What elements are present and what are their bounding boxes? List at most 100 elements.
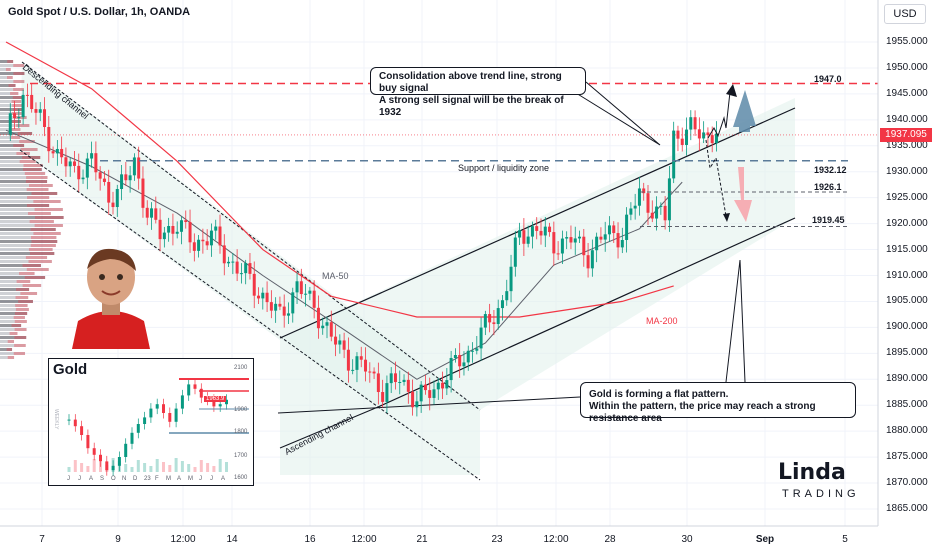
volume-profile-bar (0, 224, 63, 227)
volume-profile-bar (0, 272, 35, 275)
volume-profile-sell (14, 312, 28, 315)
volume-profile-sell (17, 132, 33, 135)
candle-body (518, 230, 522, 238)
volume-profile-sell (7, 356, 15, 359)
candle-body (68, 161, 72, 167)
candle-body (184, 220, 188, 223)
volume-profile-sell (14, 336, 27, 339)
current-price-badge: 1937.095 (880, 128, 932, 142)
volume-profile-sell (27, 212, 51, 215)
inset-candle-body (130, 432, 134, 444)
inset-candle-body (111, 465, 115, 471)
chart-title: Gold Spot / U.S. Dollar, 1h, OANDA (8, 6, 191, 18)
candle-body (432, 389, 436, 398)
inset-candle-body (162, 404, 165, 413)
candle-body (548, 226, 552, 233)
level-label-1932: 1932.12 (814, 165, 847, 175)
time-tick-label: 12:00 (351, 534, 377, 545)
volume-profile-bar (0, 152, 30, 155)
candle-body (586, 255, 590, 269)
candle-body (167, 226, 171, 233)
price-tick-label: 1905.000 (886, 295, 928, 307)
candle-body (419, 384, 423, 402)
time-tick-label: 23 (491, 534, 503, 545)
candle-body (342, 340, 346, 350)
candle-body (368, 371, 372, 373)
volume-profile-bar (0, 164, 43, 167)
candle-body (560, 238, 564, 254)
candle-body (428, 390, 432, 398)
candle-body (565, 237, 569, 239)
time-tick-label: 14 (226, 534, 238, 545)
inset-volume-bar (212, 466, 216, 472)
inset-time-label: M (188, 476, 193, 482)
candle-body (582, 236, 586, 256)
currency-button[interactable]: USD (884, 4, 926, 24)
volume-profile-bar (0, 84, 16, 87)
inset-candle-body (92, 448, 96, 455)
price-tick-label: 1955.000 (886, 36, 928, 47)
volume-profile-bar (0, 180, 48, 183)
candle-body (47, 127, 51, 152)
volume-profile-sell (22, 284, 42, 287)
price-tick-label: 1920.000 (886, 217, 928, 229)
volume-profile-sell (25, 180, 48, 183)
inset-title: Gold (53, 361, 88, 378)
candle-body (265, 292, 269, 303)
volume-profile-sell (18, 300, 33, 303)
price-tick-label: 1870.000 (886, 477, 928, 489)
candle-body (359, 356, 363, 360)
linda-trading-logo: Linda TRADING (768, 460, 858, 504)
candle-body (685, 129, 689, 145)
inset-time-label: S (100, 476, 105, 482)
candle-body (43, 109, 47, 128)
candle-body (304, 293, 308, 295)
inset-volume-bar (206, 463, 210, 472)
price-tick-label: 1900.000 (886, 321, 928, 333)
candle-body (158, 219, 162, 240)
volume-profile-bar (0, 196, 50, 199)
candle-body (8, 113, 12, 136)
inset-volume-bar (187, 464, 191, 472)
candle-body (274, 303, 278, 311)
candle-body (334, 336, 338, 345)
candle-body (453, 354, 457, 358)
candle-body (500, 300, 504, 309)
price-tick-label: 1865.000 (886, 503, 928, 514)
price-tick-label: 1875.000 (886, 451, 928, 463)
volume-profile-sell (9, 332, 18, 335)
candle-body (192, 242, 196, 251)
candle-body (72, 161, 76, 166)
time-tick-label: 12:00 (543, 534, 569, 545)
candle-body (590, 250, 594, 269)
inset-volume-bar (99, 462, 102, 472)
inset-time-label: J (67, 476, 70, 482)
volume-profile-sell (34, 224, 63, 227)
inset-price-label: 1700 (234, 453, 248, 459)
volume-profile-sell (10, 92, 19, 95)
candle-body (171, 226, 175, 234)
volume-profile-bar (0, 264, 41, 267)
candlesticks (8, 83, 718, 417)
volume-profile-sell (34, 208, 63, 211)
candle-body (351, 369, 355, 371)
volume-profile-bar (0, 348, 13, 351)
inset-time-label: O (111, 476, 116, 482)
callout-bottom-pointer (725, 259, 746, 383)
volume-profile-bar (0, 72, 25, 75)
candle-body (312, 290, 316, 308)
ascending-channel-extension (279, 406, 379, 449)
volume-profile-sell (13, 144, 25, 147)
inset-time-label: J (210, 476, 213, 482)
candle-body (616, 233, 620, 248)
volume-profile-bar (0, 80, 25, 83)
price-tick-label: 1950.000 (886, 61, 928, 73)
candle-body (51, 151, 55, 154)
inset-time-label: 23 (144, 476, 151, 482)
ascending-channel-fill (280, 98, 795, 410)
candle-body (154, 208, 158, 220)
volume-profile-bar (0, 344, 26, 347)
volume-profile-bar (0, 352, 26, 355)
volume-profile-sell (16, 152, 30, 155)
volume-profile-bar (0, 144, 25, 147)
